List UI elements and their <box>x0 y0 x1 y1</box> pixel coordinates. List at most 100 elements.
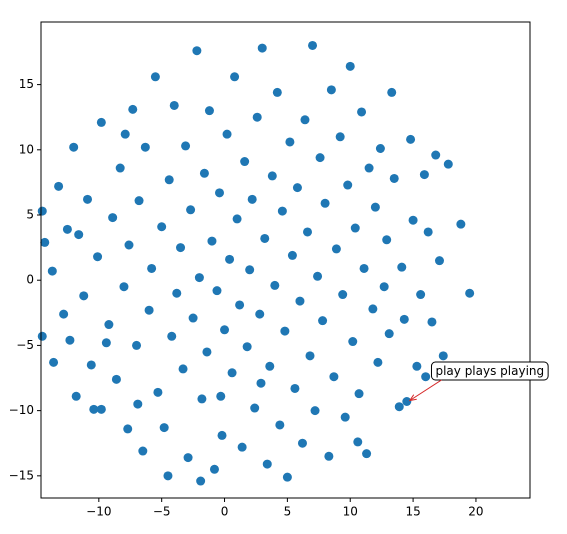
point <box>124 240 134 250</box>
point <box>313 271 323 281</box>
point <box>40 237 50 247</box>
point <box>183 453 193 463</box>
point <box>290 383 300 393</box>
point <box>108 213 118 223</box>
point <box>387 87 397 97</box>
point <box>245 265 255 275</box>
point <box>272 87 282 97</box>
point <box>83 194 93 204</box>
point <box>225 254 235 264</box>
point <box>232 214 242 224</box>
point <box>434 256 444 266</box>
point <box>345 61 355 71</box>
annotation-text: play plays playing <box>435 364 544 378</box>
y-tick-label: 0 <box>26 273 34 287</box>
point <box>104 320 114 330</box>
point <box>153 387 163 397</box>
point <box>295 296 305 306</box>
point <box>150 72 160 82</box>
point <box>119 282 129 292</box>
point <box>389 173 399 183</box>
point <box>348 337 358 347</box>
point <box>163 471 173 481</box>
point <box>357 107 367 117</box>
point <box>128 104 138 114</box>
point <box>237 442 247 452</box>
point <box>364 163 374 173</box>
point <box>93 252 103 262</box>
point <box>255 309 265 319</box>
point <box>133 399 143 409</box>
point <box>132 340 142 350</box>
point <box>207 236 217 246</box>
point <box>247 194 257 204</box>
point <box>181 141 191 151</box>
point <box>138 446 148 456</box>
point <box>71 391 81 401</box>
point <box>427 317 437 327</box>
point <box>49 357 59 367</box>
point <box>74 230 84 240</box>
point <box>227 368 237 378</box>
point <box>62 224 72 234</box>
point <box>199 168 209 178</box>
y-tick-label: 15 <box>19 77 34 91</box>
point <box>159 423 169 433</box>
point <box>354 389 364 399</box>
point <box>412 361 422 371</box>
point <box>359 263 369 273</box>
point <box>230 72 240 82</box>
point <box>318 316 328 326</box>
annotation-arrow <box>409 379 442 401</box>
point <box>69 142 79 152</box>
point <box>338 290 348 300</box>
point <box>204 106 214 116</box>
point <box>370 202 380 212</box>
point <box>96 117 106 127</box>
point <box>54 181 64 191</box>
point <box>188 313 198 323</box>
point <box>300 115 310 125</box>
point <box>267 171 277 181</box>
point <box>292 183 302 193</box>
point <box>192 46 202 56</box>
point <box>202 347 212 357</box>
point <box>438 351 448 361</box>
point <box>216 391 226 401</box>
point <box>340 412 350 422</box>
point <box>167 331 177 341</box>
point <box>89 404 99 414</box>
point <box>215 188 225 198</box>
point <box>144 305 154 315</box>
point <box>265 361 275 371</box>
point <box>194 273 204 283</box>
x-tick-label: 20 <box>468 505 483 519</box>
x-tick-label: −10 <box>86 505 111 519</box>
point <box>465 288 475 298</box>
point <box>408 215 418 225</box>
point <box>280 326 290 336</box>
point <box>320 198 330 208</box>
point <box>256 378 266 388</box>
point <box>368 304 378 314</box>
point <box>287 250 297 260</box>
point <box>384 329 394 339</box>
point <box>353 437 363 447</box>
point <box>169 100 179 110</box>
point <box>373 357 383 367</box>
point <box>47 266 57 276</box>
point <box>302 227 312 237</box>
point <box>308 40 318 50</box>
point <box>101 338 111 348</box>
point <box>197 394 207 404</box>
point <box>86 360 96 370</box>
point <box>157 222 167 232</box>
point <box>240 157 250 167</box>
point <box>111 374 121 384</box>
point <box>285 137 295 147</box>
point <box>297 438 307 448</box>
point <box>326 85 336 95</box>
point <box>209 464 219 474</box>
point <box>431 150 441 160</box>
point <box>172 288 182 298</box>
